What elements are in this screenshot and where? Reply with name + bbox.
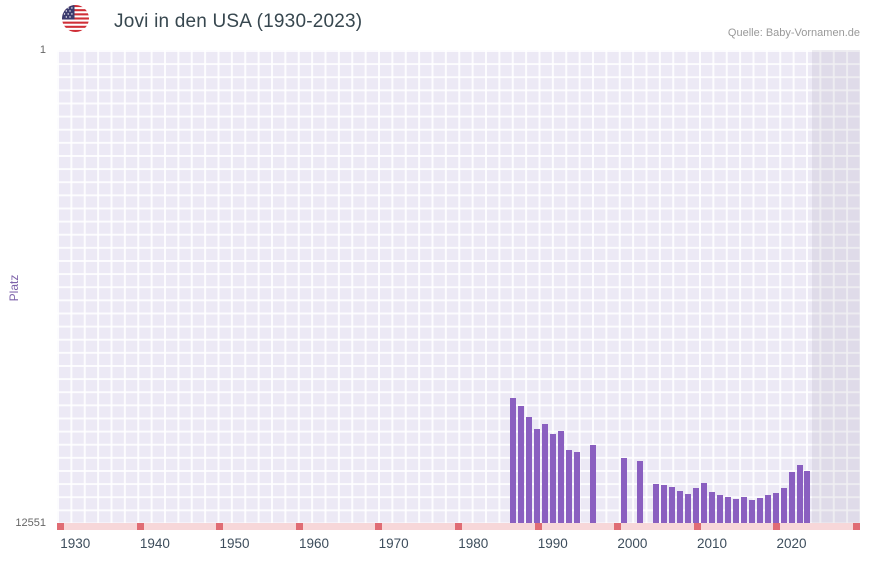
bar-2018[interactable]: [772, 492, 779, 523]
plot-area: [57, 50, 860, 523]
chart-title: Jovi in den USA (1930-2023): [114, 11, 363, 32]
x-tick-label: 1970: [378, 536, 409, 551]
bar-2015[interactable]: [748, 499, 755, 523]
axis-tick-mark: [57, 523, 64, 530]
bar-1987[interactable]: [525, 417, 532, 523]
recent-years-band: [812, 50, 860, 523]
bar-1990[interactable]: [549, 434, 556, 523]
bar-2009[interactable]: [701, 483, 708, 523]
bar-2012[interactable]: [724, 496, 731, 523]
bar-2013[interactable]: [732, 498, 739, 523]
axis-tick-mark: [853, 523, 860, 530]
bar-1989[interactable]: [541, 423, 548, 523]
bar-1991[interactable]: [557, 431, 564, 523]
bar-2017[interactable]: [764, 494, 771, 523]
x-axis-baseline: [57, 523, 860, 530]
bar-2019[interactable]: [780, 487, 787, 523]
x-tick-label: 1990: [537, 536, 568, 551]
bar-2006[interactable]: [677, 490, 684, 523]
x-tick-label: 1960: [299, 536, 330, 551]
x-tick-label: 1940: [139, 536, 170, 551]
bar-2005[interactable]: [669, 486, 676, 523]
x-tick-label: 1930: [60, 536, 91, 551]
bar-2020[interactable]: [788, 472, 795, 523]
x-axis-labels: 1930 1940 1950 1960 1970 1980 1990 2000 2010 2020: [0, 536, 873, 554]
axis-tick-mark: [216, 523, 224, 530]
bar-2014[interactable]: [740, 496, 747, 523]
bar-2016[interactable]: [756, 498, 763, 523]
axis-tick-mark: [375, 523, 383, 530]
axis-tick-mark: [693, 523, 701, 530]
bar-2004[interactable]: [661, 484, 668, 523]
bar-2021[interactable]: [796, 464, 803, 523]
bar-2022[interactable]: [804, 470, 811, 523]
bar-1988[interactable]: [533, 429, 540, 523]
x-tick-label: 2020: [776, 536, 807, 551]
axis-tick-mark: [295, 523, 303, 530]
bar-2008[interactable]: [693, 487, 700, 523]
x-tick-label: 2000: [617, 536, 648, 551]
y-axis-title: Platz: [7, 274, 21, 302]
bar-1985[interactable]: [510, 397, 516, 523]
source-credit: Quelle: Baby-Vornamen.de: [727, 27, 860, 39]
bar-2010[interactable]: [708, 492, 715, 523]
y-tick-bottom: 12551: [15, 517, 46, 529]
bar-1986[interactable]: [517, 406, 524, 523]
bar-2001[interactable]: [637, 460, 644, 523]
bar-1992[interactable]: [565, 449, 572, 523]
bar-1995[interactable]: [589, 444, 596, 523]
x-tick-label: 1980: [458, 536, 489, 551]
axis-tick-mark: [534, 523, 542, 530]
bar-1999[interactable]: [621, 458, 628, 523]
bar-2011[interactable]: [716, 494, 723, 523]
x-tick-label: 2010: [696, 536, 727, 551]
x-tick-label: 1950: [219, 536, 250, 551]
bar-2007[interactable]: [685, 493, 692, 523]
bar-2003[interactable]: [653, 484, 660, 523]
bar-1993[interactable]: [573, 452, 580, 523]
axis-tick-mark: [773, 523, 781, 530]
axis-tick-mark: [455, 523, 462, 530]
axis-tick-mark: [136, 523, 144, 530]
axis-tick-mark: [614, 523, 622, 530]
us-flag-icon: [62, 5, 89, 32]
y-tick-top: 1: [39, 44, 46, 56]
